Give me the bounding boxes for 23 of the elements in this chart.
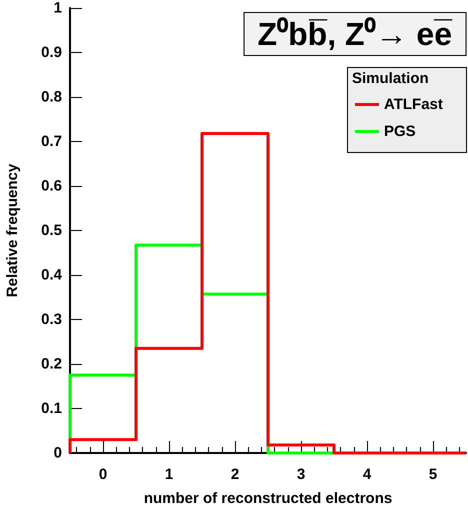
- y-tick-label: 0: [54, 444, 62, 462]
- y-tick-label: 0.7: [41, 133, 62, 150]
- x-tick-label: 1: [164, 466, 174, 483]
- y-tick-label: 0.8: [41, 88, 62, 106]
- y-axis-title: Relative frequency: [4, 163, 21, 298]
- x-tick-label: 2: [230, 466, 240, 483]
- x-tick-label: 4: [362, 466, 372, 483]
- legend-label: PGS: [384, 123, 416, 140]
- y-tick-label: 0.3: [41, 311, 62, 328]
- x-axis-title: number of reconstructed electrons: [144, 490, 392, 507]
- y-tick-label: 0.6: [41, 178, 62, 194]
- y-tick-label: 0.5: [41, 222, 62, 239]
- y-tick-label: 0.1: [41, 400, 62, 417]
- x-tick-label: 3: [296, 466, 306, 483]
- legend-label: ATLFast: [384, 96, 443, 113]
- y-tick-label: 1: [54, 0, 62, 16]
- x-tick-label: 5: [428, 466, 438, 483]
- y-tick-label: 0.4: [41, 266, 63, 284]
- legend-title: Simulation: [352, 70, 429, 87]
- x-tick-label: 0: [98, 466, 108, 483]
- y-tick-label: 0.2: [41, 356, 62, 372]
- chart-title: Z⁰bb̅, Z⁰→ ee̅: [258, 16, 454, 52]
- y-tick-label: 0.9: [41, 44, 62, 61]
